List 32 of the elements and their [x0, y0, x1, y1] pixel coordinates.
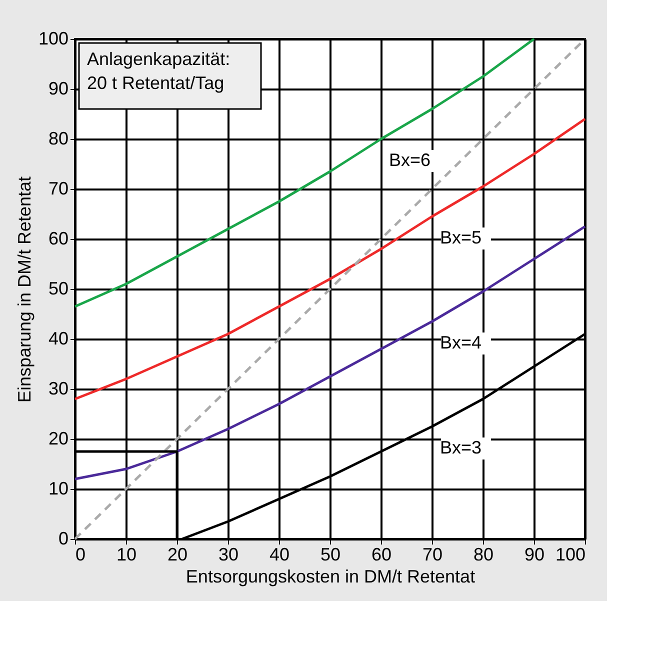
y-tick-label: 10: [48, 478, 68, 498]
annotation: Anlagenkapazität: 20 t Retentat/Tag: [87, 49, 230, 93]
line-series: [74, 118, 586, 400]
x-tick-label: 50: [320, 544, 341, 564]
x-axis-title: Entsorgungskosten in DM/t Retentat: [186, 566, 476, 586]
y-tick-label: 30: [48, 378, 68, 398]
x-tick-label: 100: [555, 544, 586, 564]
x-tick-label: 20: [167, 544, 188, 564]
series-label: Bx=4: [440, 332, 482, 352]
y-tick-label: 100: [38, 28, 68, 48]
series-label: Bx=6: [389, 150, 431, 170]
y-tick-label: 0: [58, 528, 68, 548]
x-tick-label: 60: [371, 544, 392, 564]
y-tick-label: 80: [48, 128, 68, 148]
y-tick-label: 90: [48, 78, 68, 98]
x-tick-label: 70: [422, 544, 443, 564]
line-series: [74, 38, 536, 308]
x-tick-label: 80: [473, 544, 494, 564]
x-tick-label: 30: [218, 544, 239, 564]
x-tick-label: 10: [116, 544, 137, 564]
y-tick-label: 70: [48, 178, 68, 198]
x-tick-label: 90: [524, 544, 545, 564]
y-axis-title: Einsparung in DM/t Retentat: [14, 176, 34, 403]
y-tick-label: 20: [48, 428, 68, 448]
series-label: Bx=5: [440, 228, 482, 248]
y-tick-label: 40: [48, 328, 68, 348]
y-tick-label: 60: [48, 228, 68, 248]
y-tick-label: 50: [48, 278, 68, 298]
series-label: Bx=3: [440, 438, 482, 458]
line-series: [74, 225, 586, 480]
x-tick-label: 40: [269, 544, 290, 564]
x-tick-label: 0: [76, 544, 86, 564]
